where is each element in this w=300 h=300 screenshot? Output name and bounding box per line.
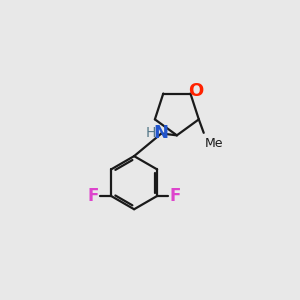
Text: H: H (146, 126, 156, 140)
Text: F: F (88, 187, 99, 205)
Text: N: N (154, 124, 169, 142)
Text: O: O (188, 82, 203, 100)
Text: F: F (169, 187, 181, 205)
Text: Me: Me (205, 137, 224, 150)
